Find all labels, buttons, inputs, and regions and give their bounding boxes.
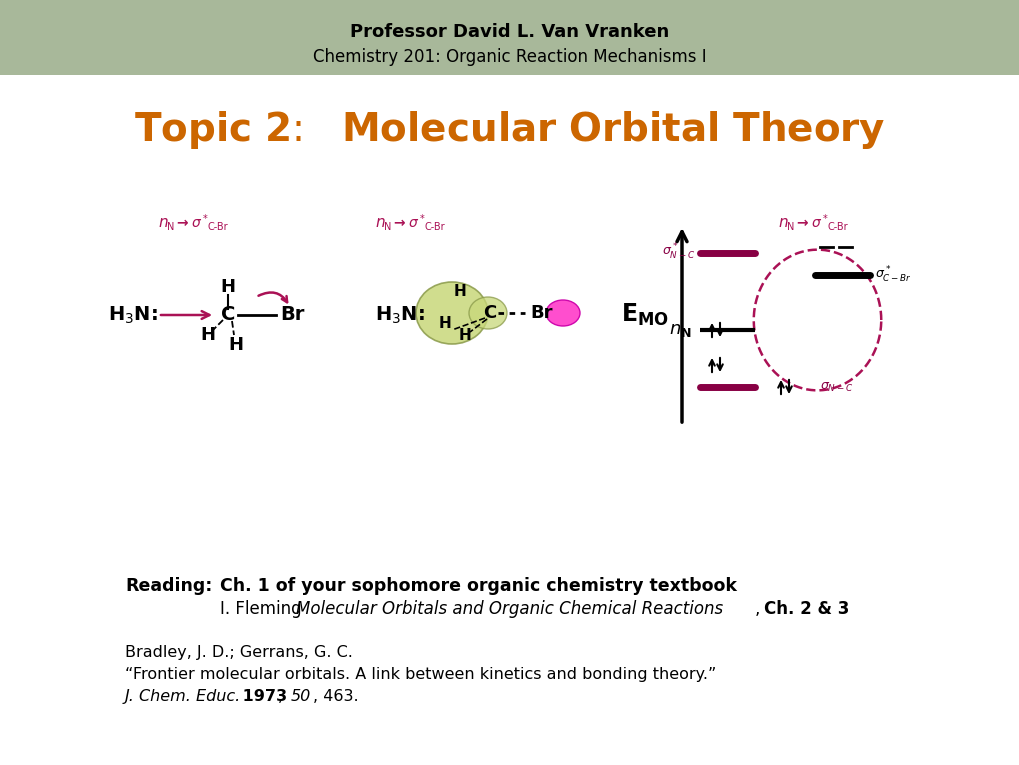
Text: $\mathbf{\mathit{n}}$: $\mathbf{\mathit{n}}$: [158, 214, 168, 230]
Text: H$_3$N:: H$_3$N:: [375, 304, 424, 326]
Ellipse shape: [469, 297, 506, 329]
Text: $\mathbf{\mathit{n}}$: $\mathbf{\mathit{n}}$: [777, 214, 788, 230]
Text: H: H: [453, 284, 466, 298]
Bar: [0, 0, 1019, 75]
Text: $\bf{Topic\ 2}$:   $\bf{Molecular\ Orbital\ Theory}$: $\bf{Topic\ 2}$: $\bf{Molecular\ Orbital…: [135, 109, 884, 151]
Text: H: H: [220, 278, 235, 296]
Text: H: H: [228, 336, 244, 354]
Text: ,: ,: [278, 689, 288, 704]
Text: H: H: [438, 315, 451, 330]
Text: $\mathbf{\rightarrow}$$\sigma^*$: $\mathbf{\rightarrow}$$\sigma^*$: [390, 213, 426, 231]
Text: Chemistry 201: Organic Reaction Mechanisms I: Chemistry 201: Organic Reaction Mechanis…: [313, 48, 706, 66]
Text: “Frontier molecular orbitals. A link between kinetics and bonding theory.”: “Frontier molecular orbitals. A link bet…: [125, 667, 715, 682]
Text: N: N: [383, 222, 391, 232]
Text: Bradley, J. D.; Gerrans, G. C.: Bradley, J. D.; Gerrans, G. C.: [125, 645, 353, 660]
Text: C: C: [483, 304, 496, 322]
Text: C-Br: C-Br: [827, 222, 848, 232]
Text: $\mathbf{E_{MO}}$: $\mathbf{E_{MO}}$: [621, 302, 668, 328]
Text: ,: ,: [754, 600, 765, 618]
Text: J. Chem. Educ.: J. Chem. Educ.: [125, 689, 242, 704]
Text: Reading:: Reading:: [125, 577, 212, 595]
Ellipse shape: [545, 300, 580, 326]
Text: $\mathbf{\rightarrow}$$\sigma^*$: $\mathbf{\rightarrow}$$\sigma^*$: [793, 213, 828, 231]
Text: N: N: [787, 222, 794, 232]
Text: $\sigma_{N-C}$: $\sigma_{N-C}$: [819, 380, 853, 393]
Text: $\mathbf{\rightarrow}$$\sigma^*$: $\mathbf{\rightarrow}$$\sigma^*$: [174, 213, 209, 231]
Text: $\mathbf{\mathit{n}_N}$: $\mathbf{\mathit{n}_N}$: [668, 321, 691, 339]
Text: H: H: [201, 326, 215, 344]
Text: $\mathbf{\mathit{n}}$: $\mathbf{\mathit{n}}$: [375, 214, 385, 230]
Text: Professor David L. Van Vranken: Professor David L. Van Vranken: [351, 23, 668, 41]
Ellipse shape: [416, 282, 487, 344]
Text: Ch. 2 & 3: Ch. 2 & 3: [763, 600, 849, 618]
Text: I. Fleming: I. Fleming: [220, 600, 312, 618]
Text: N: N: [167, 222, 174, 232]
Text: $\sigma^*_{N-C}$: $\sigma^*_{N-C}$: [661, 242, 694, 262]
Text: C-Br: C-Br: [208, 222, 228, 232]
Text: , 463.: , 463.: [313, 689, 359, 704]
Text: H$_3$N:: H$_3$N:: [108, 304, 158, 326]
Text: Molecular Orbitals and Organic Chemical Reactions: Molecular Orbitals and Organic Chemical …: [296, 600, 722, 618]
Text: H: H: [459, 327, 471, 343]
Text: Br: Br: [280, 305, 304, 324]
Text: C: C: [220, 305, 235, 324]
Text: Ch. 1 of your sophomore organic chemistry textbook: Ch. 1 of your sophomore organic chemistr…: [220, 577, 736, 595]
Text: Br: Br: [530, 304, 552, 322]
Text: 50: 50: [290, 689, 311, 704]
FancyArrowPatch shape: [161, 311, 209, 319]
Text: C-Br: C-Br: [425, 222, 445, 232]
Text: 1973: 1973: [236, 689, 286, 704]
Text: $\sigma^*_{C-Br}$: $\sigma^*_{C-Br}$: [874, 265, 911, 285]
